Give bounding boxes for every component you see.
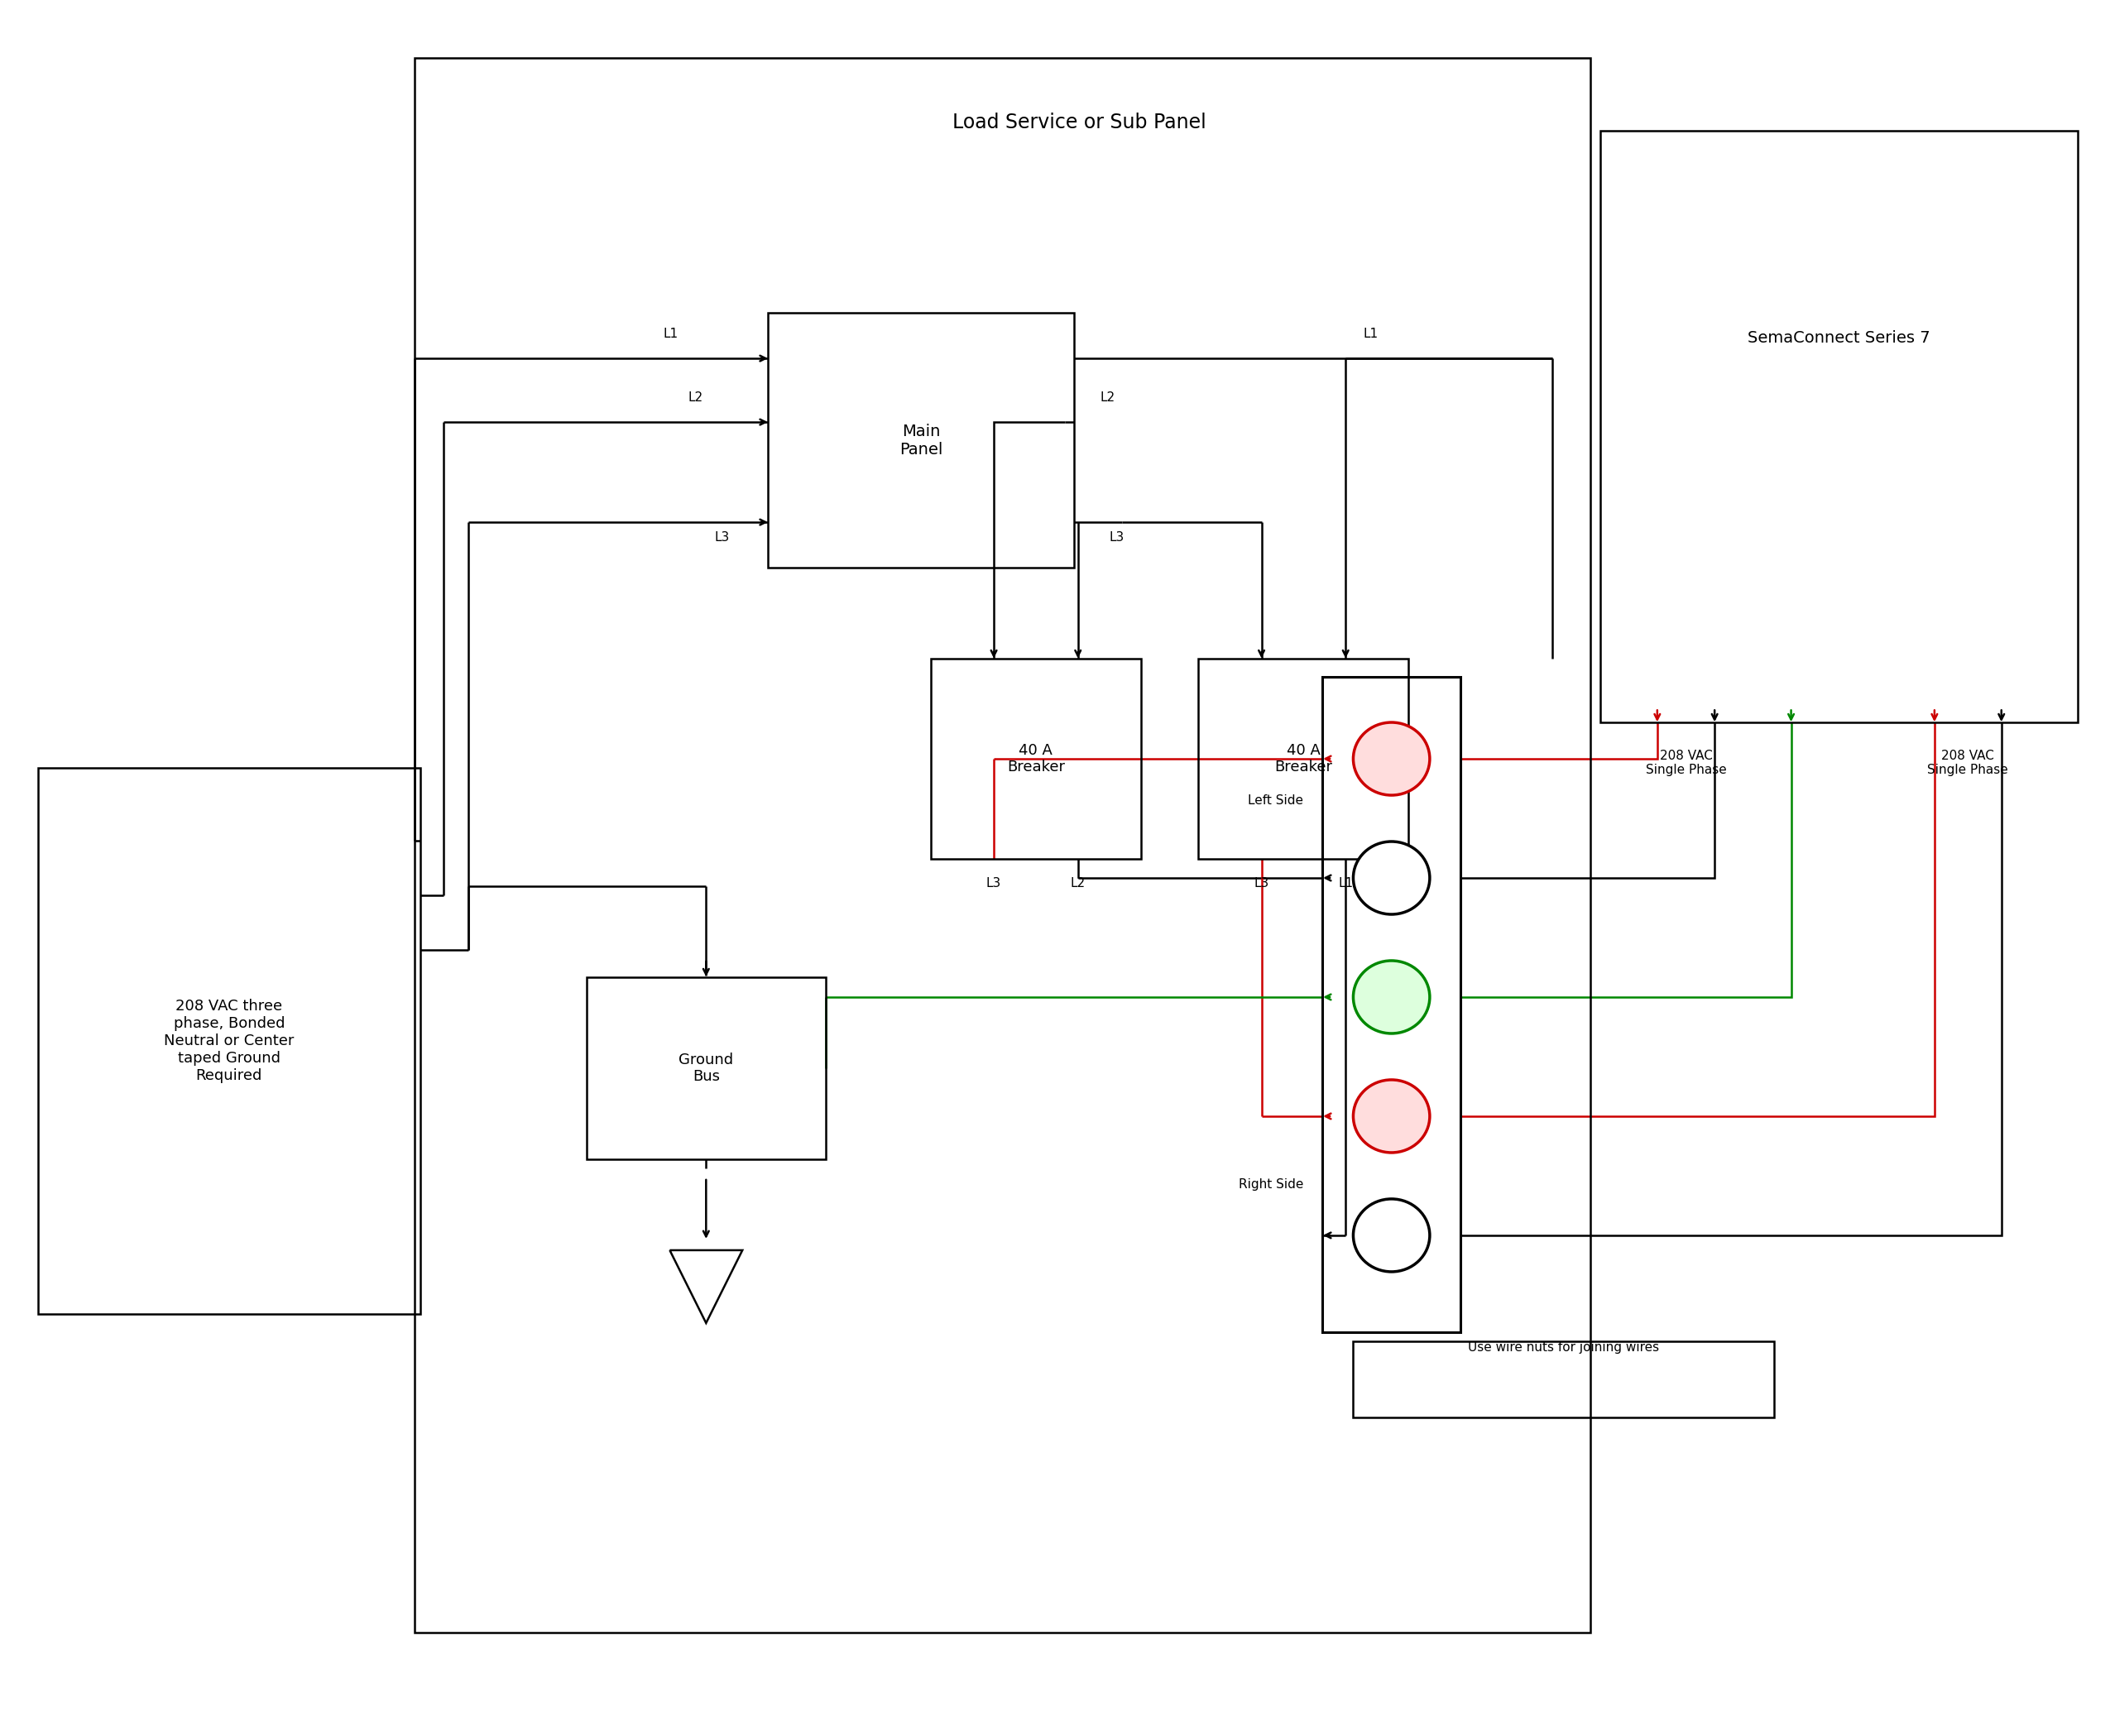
Bar — [1599, 130, 2078, 722]
Circle shape — [1353, 722, 1431, 795]
Bar — [1353, 1342, 1775, 1418]
Circle shape — [1353, 960, 1431, 1033]
Text: Main
Panel: Main Panel — [899, 424, 943, 457]
Text: 208 VAC
Single Phase: 208 VAC Single Phase — [1646, 750, 1726, 776]
Text: Right Side: Right Side — [1239, 1179, 1304, 1191]
Bar — [1323, 677, 1460, 1332]
Text: 40 A
Breaker: 40 A Breaker — [1006, 743, 1066, 774]
Text: 208 VAC
Single Phase: 208 VAC Single Phase — [1929, 750, 2009, 776]
Text: L3: L3 — [985, 877, 1002, 889]
Text: L2: L2 — [1099, 391, 1114, 404]
Text: Use wire nuts for joining wires: Use wire nuts for joining wires — [1469, 1342, 1658, 1354]
Text: L2: L2 — [688, 391, 703, 404]
Text: L1: L1 — [1338, 877, 1353, 889]
Circle shape — [1353, 1200, 1431, 1272]
Text: L3: L3 — [1110, 531, 1125, 543]
Bar — [931, 658, 1142, 859]
Text: 208 VAC three
phase, Bonded
Neutral or Center
taped Ground
Required: 208 VAC three phase, Bonded Neutral or C… — [165, 998, 293, 1083]
Text: L2: L2 — [1070, 877, 1085, 889]
Text: L3: L3 — [1253, 877, 1268, 889]
Bar — [587, 977, 825, 1160]
Bar — [38, 767, 420, 1314]
Bar — [768, 312, 1074, 568]
Text: Load Service or Sub Panel: Load Service or Sub Panel — [952, 113, 1205, 132]
Text: SemaConnect Series 7: SemaConnect Series 7 — [1747, 330, 1931, 345]
Text: L1: L1 — [1363, 328, 1378, 340]
Circle shape — [1353, 1080, 1431, 1153]
Text: L3: L3 — [715, 531, 730, 543]
Bar — [1198, 658, 1409, 859]
Text: Left Side: Left Side — [1249, 793, 1304, 806]
Bar — [414, 57, 1591, 1632]
Text: Ground
Bus: Ground Bus — [679, 1052, 734, 1085]
Text: 40 A
Breaker: 40 A Breaker — [1274, 743, 1334, 774]
Text: L1: L1 — [663, 328, 677, 340]
Circle shape — [1353, 842, 1431, 915]
